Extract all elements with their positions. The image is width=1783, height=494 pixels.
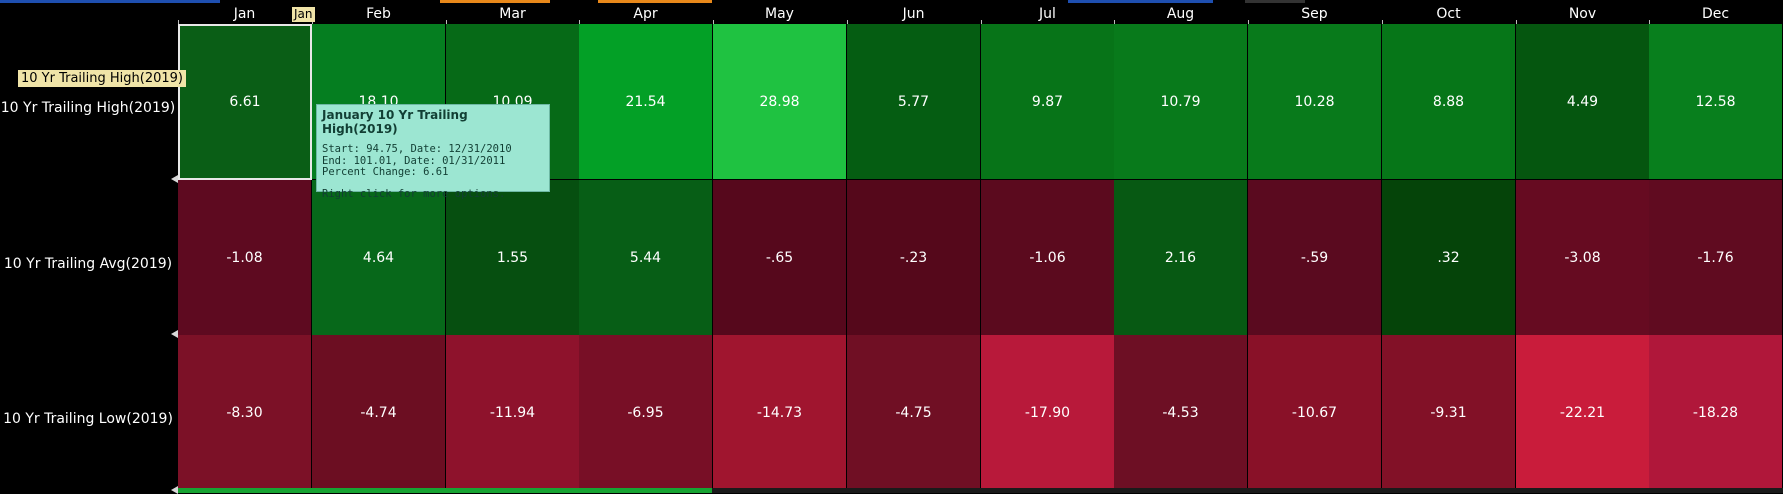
heatmap-cell[interactable]: .32 <box>1382 180 1516 336</box>
tooltip-percent-change: Percent Change: 6.61 <box>322 166 449 178</box>
heatmap-cell[interactable]: 4.49 <box>1516 24 1650 180</box>
toolbar-tab-blue[interactable] <box>0 0 220 3</box>
toolbar-tab-blue[interactable] <box>1068 0 1213 3</box>
heatmap-cell[interactable]: 21.54 <box>579 24 713 180</box>
heatmap-cell[interactable]: 2.16 <box>1114 180 1248 336</box>
heatmap-cell[interactable]: -8.30 <box>178 335 312 491</box>
heatmap-cell[interactable]: 1.55 <box>446 180 580 336</box>
month-header-apr[interactable]: Apr <box>579 3 712 25</box>
month-header-row: Jan Feb Mar Apr May Jun Jul Aug Sep Oct Nov Dec <box>178 3 1783 25</box>
heatmap-cell[interactable]: -17.90 <box>981 335 1115 491</box>
month-header-feb[interactable]: Feb <box>312 3 445 25</box>
top-toolbar-strip <box>0 0 1783 3</box>
heatmap-cell[interactable]: -.65 <box>713 180 847 336</box>
row-marker-icon <box>171 486 178 494</box>
heatmap-cell[interactable]: 28.98 <box>713 24 847 180</box>
month-header-jul[interactable]: Jul <box>981 3 1114 25</box>
heatmap-cell[interactable]: -11.94 <box>446 335 580 491</box>
heatmap-cell[interactable]: 6.61 <box>178 24 312 180</box>
tooltip-title: January 10 Yr Trailing High(2019) <box>322 108 468 136</box>
heatmap-cell[interactable]: -10.67 <box>1248 335 1382 491</box>
month-header-jan[interactable]: Jan <box>178 3 311 25</box>
month-header-sep[interactable]: Sep <box>1248 3 1381 25</box>
month-header-may[interactable]: May <box>713 3 846 25</box>
heatmap-cell[interactable]: -1.06 <box>981 180 1115 336</box>
row-marker-icon <box>171 175 178 183</box>
heatmap-cell[interactable]: 10.79 <box>1114 24 1248 180</box>
toolbar-tab-gray[interactable] <box>1245 0 1305 3</box>
heatmap-cell[interactable]: 4.64 <box>312 180 446 336</box>
heatmap-cell[interactable]: 9.87 <box>981 24 1115 180</box>
month-header-dec[interactable]: Dec <box>1649 3 1782 25</box>
row-label[interactable]: 10 Yr Trailing Avg(2019) <box>3 256 173 272</box>
heatmap-cell[interactable]: -.59 <box>1248 180 1382 336</box>
heatmap-cell[interactable]: -4.74 <box>312 335 446 491</box>
heatmap-cell[interactable]: -18.28 <box>1649 335 1783 491</box>
heatmap-cell[interactable]: -3.08 <box>1516 180 1650 336</box>
row-label[interactable]: 10 Yr Trailing High(2019) <box>0 100 176 116</box>
selected-row-badge: 10 Yr Trailing High(2019) <box>18 70 186 87</box>
tooltip-start: Start: 94.75, Date: 12/31/2010 <box>322 143 512 155</box>
month-header-oct[interactable]: Oct <box>1382 3 1515 25</box>
bottom-strip-dark <box>712 488 1783 493</box>
row-marker-icon <box>171 330 178 338</box>
heatmap-cell[interactable]: -6.95 <box>579 335 713 491</box>
month-header-jun[interactable]: Jun <box>847 3 980 25</box>
heatmap-cell[interactable]: -9.31 <box>1382 335 1516 491</box>
month-header-mar[interactable]: Mar <box>446 3 579 25</box>
heatmap-cell[interactable]: -1.08 <box>178 180 312 336</box>
tooltip-end: End: 101.01, Date: 01/31/2011 <box>322 154 506 167</box>
heatmap-cell[interactable]: -22.21 <box>1516 335 1650 491</box>
tooltip-hint: Right click for more options. <box>322 187 506 200</box>
toolbar-tab-orange[interactable] <box>598 0 712 3</box>
heatmap-cell[interactable]: 12.58 <box>1649 24 1783 180</box>
row-label[interactable]: 10 Yr Trailing Low(2019) <box>3 411 173 427</box>
heatmap-cell[interactable]: -.23 <box>847 180 981 336</box>
heatmap-cell[interactable]: 10.28 <box>1248 24 1382 180</box>
heatmap-cell[interactable]: -1.76 <box>1649 180 1783 336</box>
selected-month-badge: Jan <box>292 7 315 22</box>
cell-tooltip: January 10 Yr Trailing High(2019) Start:… <box>316 104 550 200</box>
heatmap-cell[interactable]: 8.88 <box>1382 24 1516 180</box>
bottom-strip-green <box>178 488 712 493</box>
heatmap-cell[interactable]: -4.53 <box>1114 335 1248 491</box>
heatmap-cell[interactable]: 5.44 <box>579 180 713 336</box>
bottom-color-strip <box>178 488 1783 493</box>
month-header-nov[interactable]: Nov <box>1516 3 1649 25</box>
heatmap-cell[interactable]: -4.75 <box>847 335 981 491</box>
toolbar-tab-orange[interactable] <box>440 0 550 3</box>
heatmap-cell[interactable]: -14.73 <box>713 335 847 491</box>
month-header-aug[interactable]: Aug <box>1114 3 1247 25</box>
heatmap-cell[interactable]: 5.77 <box>847 24 981 180</box>
